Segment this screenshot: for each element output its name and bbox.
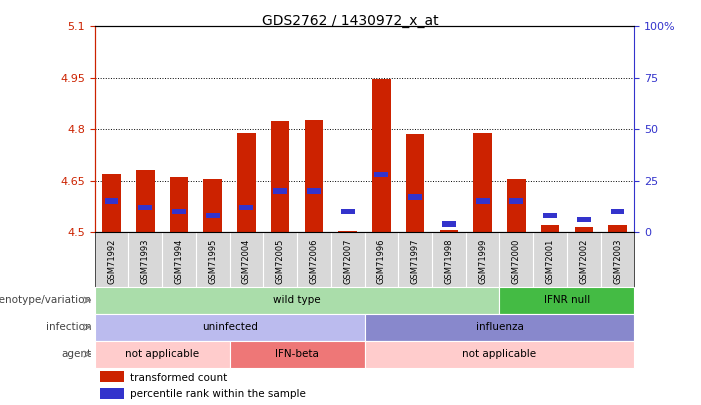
- Text: wild type: wild type: [273, 295, 321, 305]
- Bar: [577, 217, 591, 222]
- Text: infection: infection: [46, 322, 91, 332]
- Text: transformed count: transformed count: [130, 373, 227, 382]
- Text: agent: agent: [61, 349, 91, 359]
- Bar: [240, 205, 253, 210]
- Bar: [611, 209, 625, 214]
- Bar: [372, 79, 390, 232]
- Text: genotype/variation: genotype/variation: [0, 295, 91, 305]
- Bar: [100, 371, 124, 382]
- Bar: [540, 225, 559, 232]
- Text: GSM72004: GSM72004: [242, 239, 251, 284]
- Bar: [136, 170, 154, 232]
- Text: GSM72007: GSM72007: [343, 239, 352, 284]
- Bar: [206, 213, 219, 218]
- Text: GSM72002: GSM72002: [579, 239, 588, 284]
- Bar: [507, 179, 526, 232]
- Bar: [473, 132, 492, 232]
- Text: uninfected: uninfected: [202, 322, 257, 332]
- Text: GSM71997: GSM71997: [411, 239, 420, 284]
- Text: GSM72005: GSM72005: [275, 239, 285, 284]
- Bar: [442, 221, 456, 226]
- Text: GSM71999: GSM71999: [478, 239, 487, 284]
- Text: GSM71996: GSM71996: [377, 239, 386, 284]
- Bar: [408, 194, 422, 200]
- Bar: [365, 341, 634, 368]
- Bar: [575, 227, 593, 232]
- Bar: [95, 287, 499, 313]
- Bar: [499, 287, 634, 313]
- Text: influenza: influenza: [475, 322, 524, 332]
- Bar: [102, 174, 121, 232]
- Text: GSM71998: GSM71998: [444, 239, 454, 284]
- Bar: [172, 209, 186, 214]
- Bar: [271, 121, 290, 232]
- Bar: [273, 188, 287, 194]
- Bar: [305, 120, 323, 232]
- Text: not applicable: not applicable: [125, 349, 199, 359]
- Text: GSM71995: GSM71995: [208, 239, 217, 284]
- Bar: [230, 341, 365, 368]
- Bar: [95, 313, 365, 341]
- Text: GSM72006: GSM72006: [309, 239, 318, 284]
- Text: GSM71992: GSM71992: [107, 239, 116, 284]
- Text: percentile rank within the sample: percentile rank within the sample: [130, 389, 306, 399]
- Text: IFNR null: IFNR null: [544, 295, 590, 305]
- Bar: [510, 198, 523, 204]
- Bar: [170, 177, 189, 232]
- Bar: [406, 134, 424, 232]
- Bar: [138, 205, 152, 210]
- Text: GSM72000: GSM72000: [512, 239, 521, 284]
- Bar: [365, 313, 634, 341]
- Bar: [104, 198, 118, 204]
- Text: GSM71993: GSM71993: [141, 239, 150, 284]
- Text: GDS2762 / 1430972_x_at: GDS2762 / 1430972_x_at: [262, 14, 439, 28]
- Bar: [440, 230, 458, 232]
- Bar: [476, 198, 489, 204]
- Bar: [307, 188, 321, 194]
- Bar: [543, 213, 557, 218]
- Text: GSM71994: GSM71994: [175, 239, 184, 284]
- Text: IFN-beta: IFN-beta: [275, 349, 319, 359]
- Bar: [374, 172, 388, 177]
- Text: not applicable: not applicable: [463, 349, 536, 359]
- Text: GSM72003: GSM72003: [613, 239, 622, 284]
- Bar: [100, 388, 124, 399]
- Bar: [339, 231, 357, 232]
- Bar: [203, 179, 222, 232]
- Bar: [95, 341, 230, 368]
- Text: GSM72001: GSM72001: [545, 239, 554, 284]
- Bar: [341, 209, 355, 214]
- Bar: [608, 225, 627, 232]
- Bar: [237, 132, 256, 232]
